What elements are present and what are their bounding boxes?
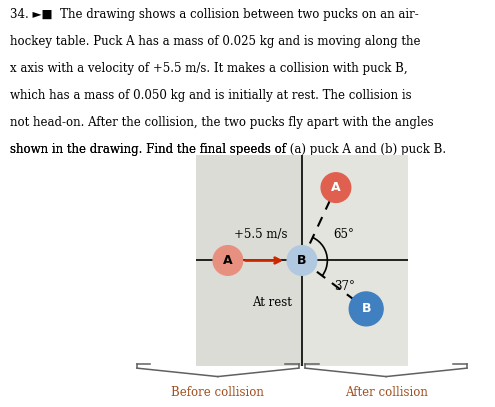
Text: A: A bbox=[223, 254, 233, 267]
Text: Before collision: Before collision bbox=[171, 387, 264, 399]
Text: B: B bbox=[297, 254, 307, 267]
Text: After collision: After collision bbox=[345, 387, 428, 399]
Text: B: B bbox=[361, 302, 371, 315]
Circle shape bbox=[321, 173, 351, 202]
Text: 65°: 65° bbox=[334, 228, 354, 241]
Text: shown in the drawing. Find the final speeds of: shown in the drawing. Find the final spe… bbox=[10, 144, 290, 156]
Circle shape bbox=[213, 246, 243, 275]
Text: At rest: At rest bbox=[252, 296, 292, 309]
Text: 37°: 37° bbox=[334, 280, 354, 293]
Text: which has a mass of 0.050 kg and is initially at rest. The collision is: which has a mass of 0.050 kg and is init… bbox=[10, 90, 411, 102]
Circle shape bbox=[287, 246, 317, 275]
Text: A: A bbox=[331, 181, 341, 194]
Bar bbox=[196, 155, 302, 366]
Circle shape bbox=[349, 292, 383, 326]
Text: 34. ►■  The drawing shows a collision between two pucks on an air-: 34. ►■ The drawing shows a collision bet… bbox=[10, 8, 419, 21]
Text: shown in the drawing. Find the final speeds of (a) puck A and (b) puck B.: shown in the drawing. Find the final spe… bbox=[10, 144, 446, 156]
Text: +5.5 m/s: +5.5 m/s bbox=[234, 228, 288, 241]
Text: x axis with a velocity of +5.5 m/s. It makes a collision with puck B,: x axis with a velocity of +5.5 m/s. It m… bbox=[10, 62, 407, 75]
Text: hockey table. Puck A has a mass of 0.025 kg and is moving along the: hockey table. Puck A has a mass of 0.025… bbox=[10, 35, 420, 48]
Bar bbox=[302, 155, 408, 366]
Text: not head-on. After the collision, the two pucks fly apart with the angles: not head-on. After the collision, the tw… bbox=[10, 116, 434, 129]
